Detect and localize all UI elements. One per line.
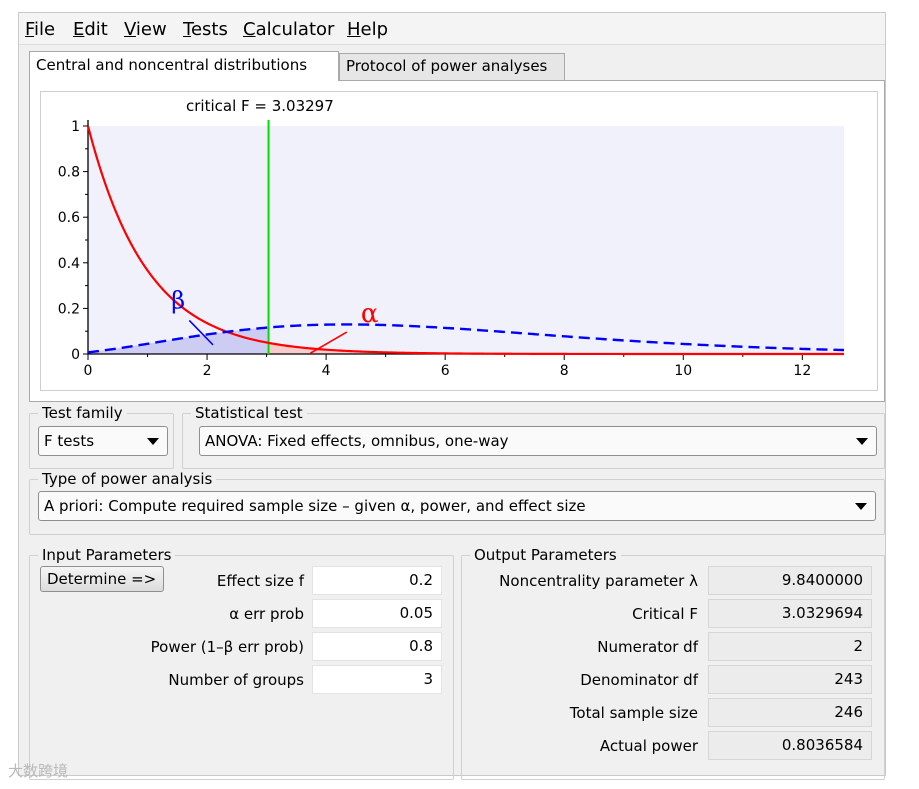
critical-f-label: Critical F: [632, 605, 698, 623]
distribution-chart-area: 0 0.2 0.4 0.6 0.8 1 0 2 4 6 8 10 12 critical F = 3.03…: [40, 91, 878, 391]
y-tick-label: 0.2: [58, 301, 80, 317]
menu-tests[interactable]: Tests: [183, 19, 228, 40]
chevron-down-icon: [147, 438, 159, 445]
denominator-df-label: Denominator df: [580, 671, 698, 689]
x-tick-label: 0: [84, 363, 93, 379]
chevron-down-icon: [855, 503, 867, 510]
tab-protocol[interactable]: Protocol of power analyses: [339, 53, 565, 80]
numerator-df-label: Numerator df: [597, 638, 698, 656]
beta-region: [88, 327, 269, 354]
actual-power-output: 0.8036584: [708, 731, 872, 760]
watermark-text: 大数跨境: [8, 762, 69, 780]
x-tick-label: 6: [441, 363, 450, 379]
y-tick-label: 0.4: [58, 256, 80, 272]
input-parameters-title: Input Parameters: [38, 546, 176, 564]
tab-panel-distributions: 0 0.2 0.4 0.6 0.8 1 0 2 4 6 8 10 12 critical F = 3.03…: [29, 80, 885, 402]
alpha-region: [268, 343, 844, 354]
menu-file[interactable]: File: [25, 19, 56, 40]
test-family-select[interactable]: F tests: [38, 426, 168, 456]
x-tick-label: 2: [203, 363, 212, 379]
number-of-groups-label: Number of groups: [168, 671, 304, 689]
input-parameters-group: Input Parameters Determine => Effect siz…: [29, 546, 454, 780]
noncentrality-output: 9.8400000: [708, 566, 872, 595]
numerator-df-output: 2: [708, 632, 872, 661]
central-f-curve: [86, 125, 844, 356]
alpha-err-input[interactable]: 0.05: [312, 599, 442, 628]
total-sample-size-output: 246: [708, 698, 872, 727]
menu-help[interactable]: Help: [347, 19, 389, 40]
y-tick-label: 0: [71, 347, 80, 363]
denominator-df-output: 243: [708, 665, 872, 694]
x-tick-label: 12: [793, 363, 811, 379]
menu-bar: File Edit View Tests Calculator Help: [19, 13, 885, 45]
power-label: Power (1–β err prob): [150, 638, 304, 656]
power-analysis-title: Type of power analysis: [38, 470, 217, 488]
noncentral-f-curve: [87, 323, 845, 354]
effect-size-input[interactable]: 0.2: [312, 566, 442, 595]
tab-strip: Central and noncentral distributions Pro…: [29, 51, 885, 81]
menu-edit[interactable]: Edit: [73, 19, 108, 40]
power-analysis-select[interactable]: A priori: Compute required sample size –…: [38, 491, 876, 521]
plot-background: [88, 126, 844, 354]
beta-pointer: [188, 319, 214, 346]
alpha-pointer: [309, 331, 348, 355]
noncentrality-label: Noncentrality parameter λ: [499, 572, 698, 590]
y-tick-label: 0.6: [58, 210, 80, 226]
menu-view[interactable]: View: [124, 19, 167, 40]
effect-size-label: Effect size f: [216, 572, 304, 590]
alpha-label: α: [361, 299, 379, 329]
beta-label: β: [171, 286, 185, 314]
statistical-test-value: ANOVA: Fixed effects, omnibus, one-way: [205, 432, 509, 450]
output-parameters-title: Output Parameters: [470, 546, 621, 564]
y-tick-label: 1: [71, 119, 80, 135]
test-family-group: Test family F tests: [29, 404, 174, 469]
statistical-test-title: Statistical test: [191, 404, 307, 422]
chevron-down-icon: [856, 438, 868, 445]
determine-button[interactable]: Determine =>: [40, 566, 164, 592]
power-input[interactable]: 0.8: [312, 632, 442, 661]
power-analysis-group: Type of power analysis A priori: Compute…: [29, 470, 885, 535]
alpha-err-label: α err prob: [229, 605, 304, 623]
x-tick-label: 10: [674, 363, 692, 379]
power-analysis-value: A priori: Compute required sample size –…: [44, 497, 586, 515]
actual-power-label: Actual power: [599, 737, 698, 755]
x-tick-label: 4: [322, 363, 331, 379]
y-tick-label: 0.8: [58, 165, 80, 181]
test-family-title: Test family: [38, 404, 127, 422]
tab-distributions[interactable]: Central and noncentral distributions: [29, 51, 339, 81]
critical-f-output: 3.0329694: [708, 599, 872, 628]
statistical-test-select[interactable]: ANOVA: Fixed effects, omnibus, one-way: [199, 426, 877, 456]
x-tick-label: 8: [560, 363, 569, 379]
total-sample-size-label: Total sample size: [569, 704, 698, 722]
menu-calculator[interactable]: Calculator: [243, 19, 335, 40]
critical-f-annotation: critical F = 3.03297: [186, 97, 334, 115]
gpower-window: File Edit View Tests Calculator Help Cen…: [18, 12, 886, 780]
output-parameters-group: Output Parameters Noncentrality paramete…: [461, 546, 885, 780]
number-of-groups-input[interactable]: 3: [312, 665, 442, 694]
statistical-test-group: Statistical test ANOVA: Fixed effects, o…: [182, 404, 885, 469]
test-family-value: F tests: [44, 432, 95, 450]
